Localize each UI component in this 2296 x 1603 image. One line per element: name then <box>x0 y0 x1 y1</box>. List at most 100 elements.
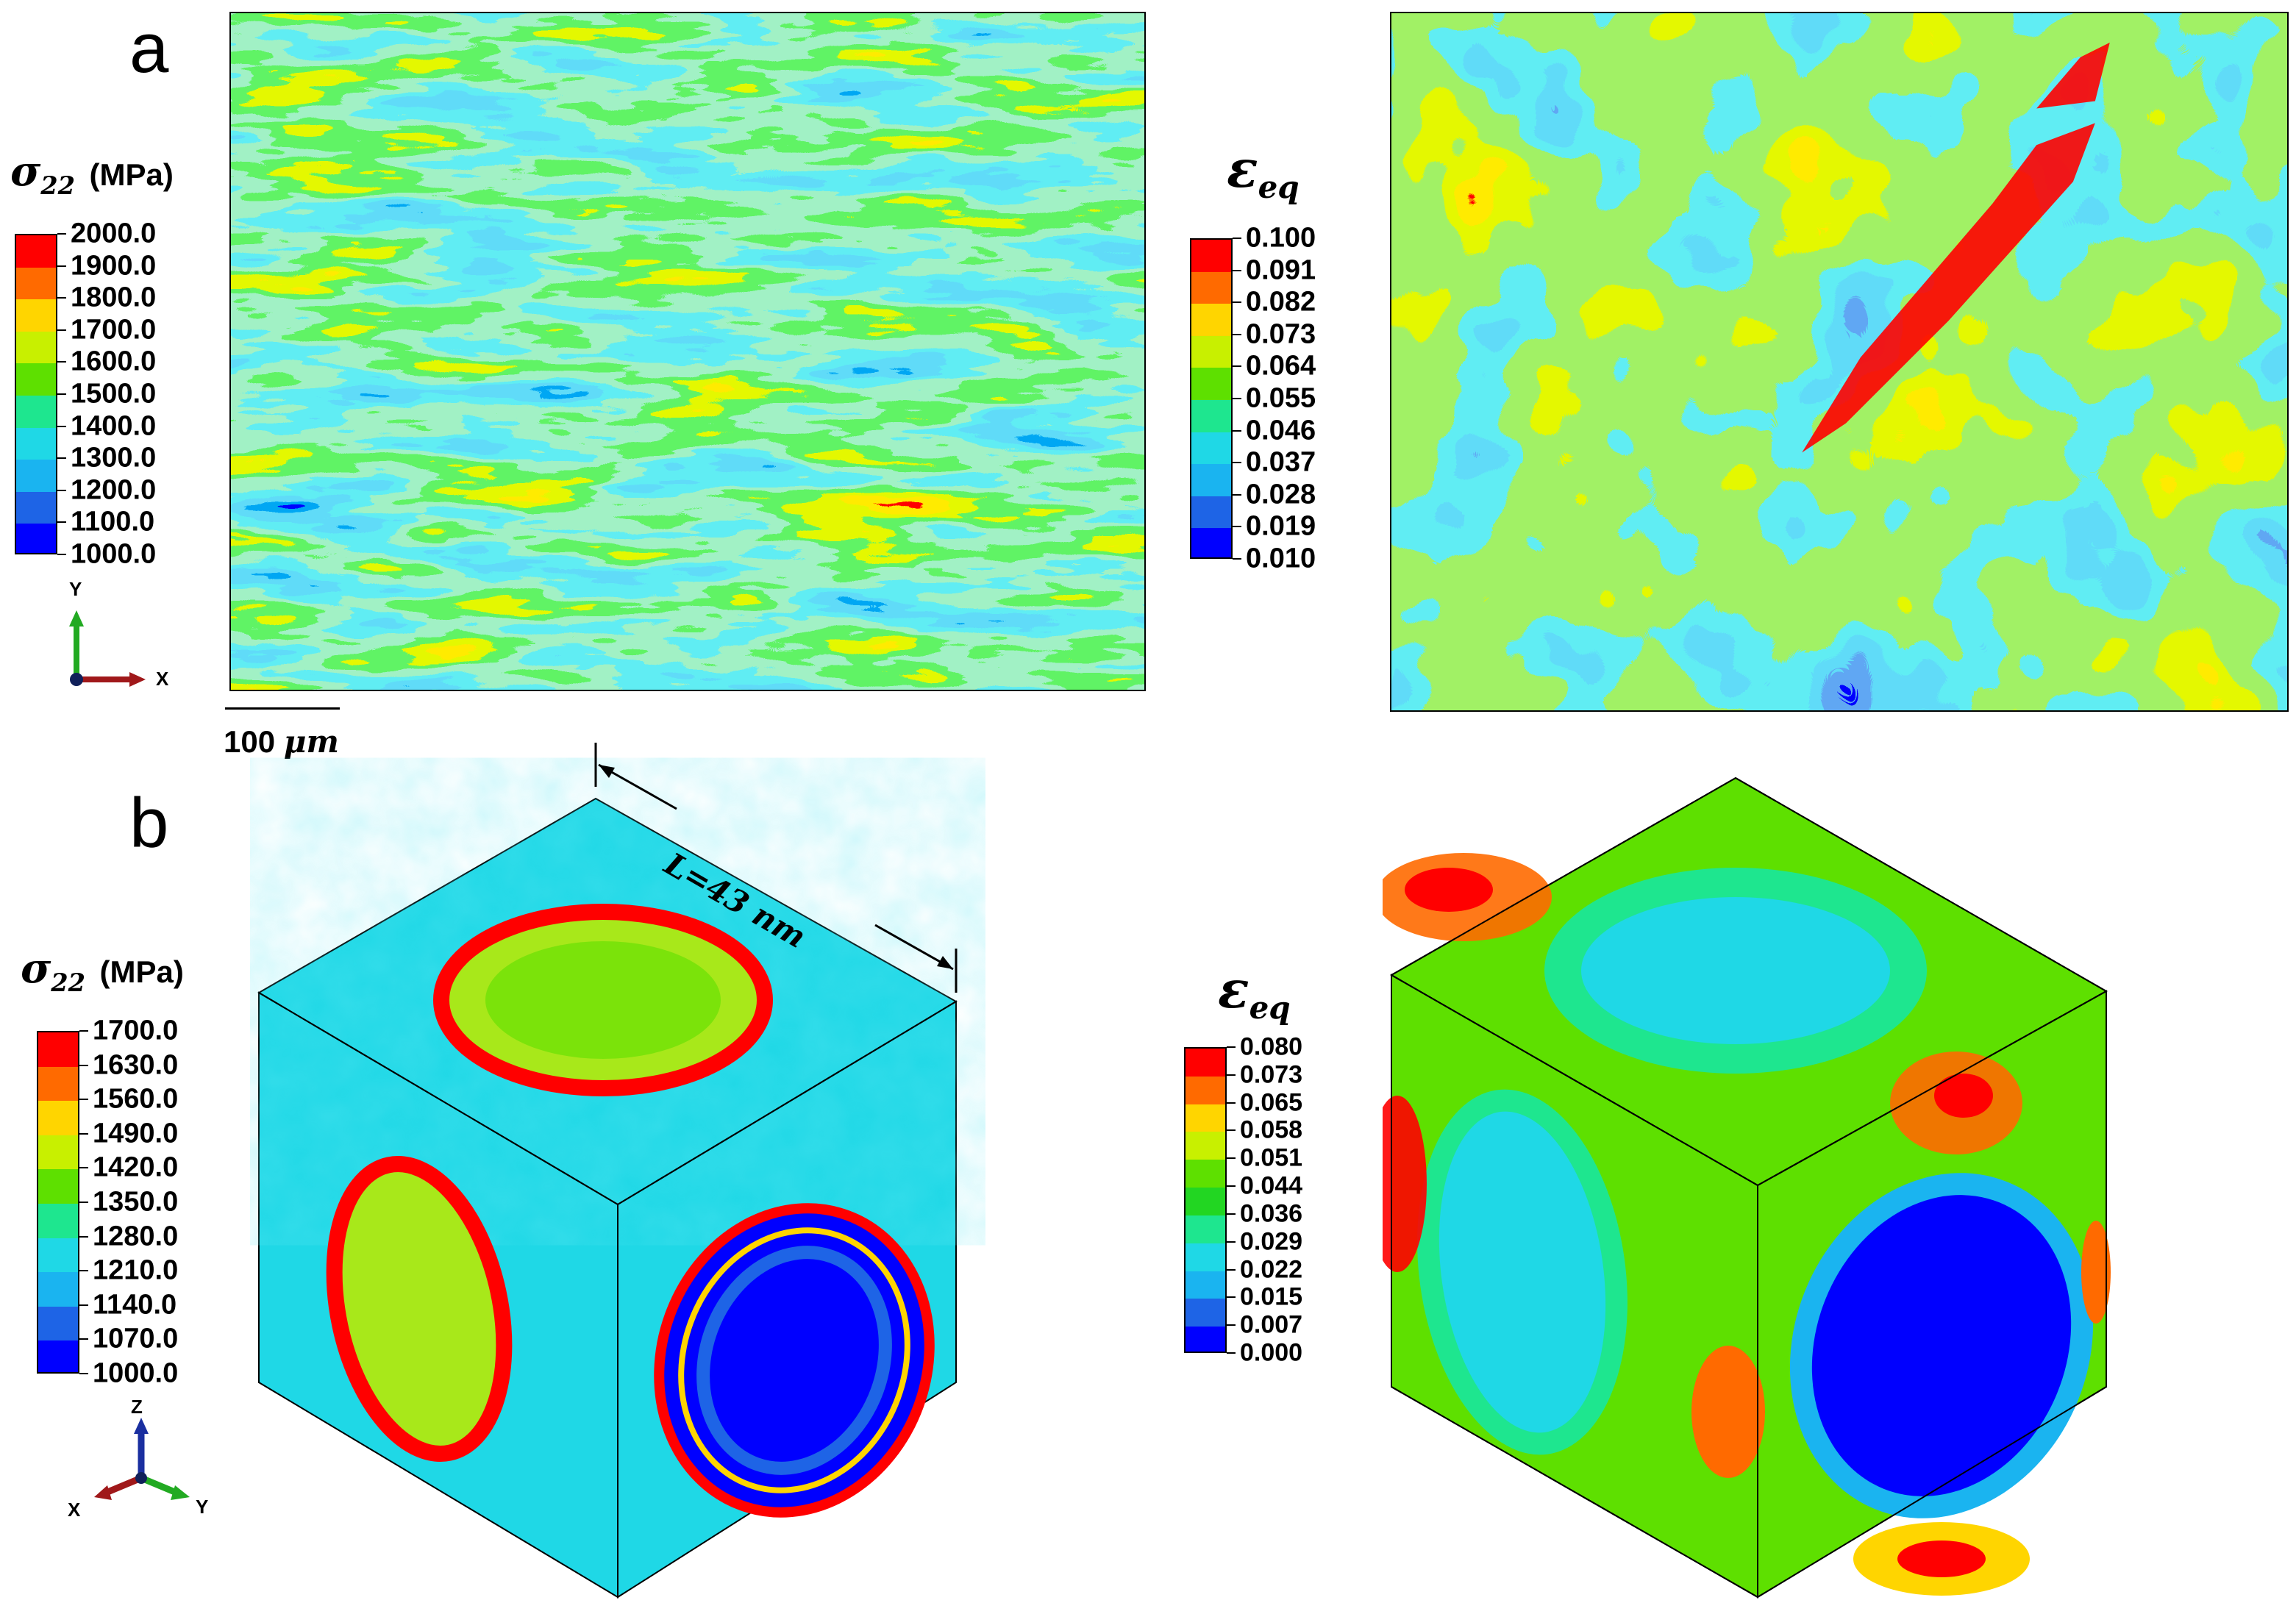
colorbar-band <box>1191 528 1231 557</box>
axis-triad-xyz <box>94 1418 190 1500</box>
colorbar-tick <box>79 1202 88 1203</box>
sigma-subscript: 22 <box>51 968 86 998</box>
colorbar-tick <box>57 265 66 267</box>
colorbar-tick <box>1227 1213 1236 1215</box>
colorbar-band <box>1186 1327 1225 1352</box>
colorbar-label: 0.100 <box>1246 222 1316 254</box>
colorbar-band <box>38 1101 78 1135</box>
colorbar-band <box>1186 1271 1225 1299</box>
colorbar-label: 0.064 <box>1246 350 1316 382</box>
strain-cube-3d <box>1383 776 2111 1599</box>
colorbar-label: 1300.0 <box>71 442 157 474</box>
sigma-subscript: 22 <box>40 171 76 201</box>
colorbar-label: 0.037 <box>1246 446 1316 478</box>
colorbar-tick <box>1233 429 1241 432</box>
triad-z-label: Z <box>131 1396 143 1418</box>
triad-x-label: X <box>156 668 169 690</box>
colorbar-tick <box>1227 1046 1236 1048</box>
colorbar-tick <box>1233 301 1241 304</box>
colorbar-tick <box>57 457 66 460</box>
colorbar-label: 1200.0 <box>71 474 157 506</box>
colorbar-tick <box>1227 1102 1236 1104</box>
colorbar-label: 1100.0 <box>71 506 155 538</box>
colorbar-swatches <box>1184 1047 1227 1353</box>
strain-legend-title-b: εeq <box>1218 959 1291 1026</box>
colorbar-band <box>16 524 56 553</box>
colorbar-tick <box>57 554 66 555</box>
epsilon-subscript: eq <box>1249 990 1291 1026</box>
colorbar-label: 0.058 <box>1240 1115 1303 1144</box>
colorbar-tick <box>1233 333 1241 335</box>
colorbar-band <box>1186 1215 1225 1243</box>
colorbar-band <box>1186 1132 1225 1160</box>
panel-b-label: b <box>129 784 169 863</box>
sigma-symbol: σ <box>21 944 51 993</box>
sigma-symbol: σ <box>10 147 41 196</box>
colorbar-swatches <box>37 1031 79 1374</box>
stress-unit: (MPa) <box>89 157 174 192</box>
colorbar-tick <box>1227 1296 1236 1299</box>
colorbar-band <box>1191 271 1231 304</box>
colorbar-label: 0.091 <box>1246 254 1316 286</box>
colorbar-tick <box>79 1099 88 1101</box>
colorbar-label: 1560.0 <box>93 1083 179 1115</box>
colorbar-label: 0.029 <box>1240 1227 1303 1256</box>
colorbar-label: 1210.0 <box>93 1254 179 1286</box>
colorbar-label: 0.080 <box>1240 1032 1303 1061</box>
colorbar-band <box>38 1203 78 1238</box>
colorbar-band <box>38 1340 78 1372</box>
epsilon-symbol: ε <box>1227 138 1258 199</box>
strain-legend-title-a: εeq <box>1227 138 1299 205</box>
colorbar-tick <box>57 233 66 235</box>
colorbar-tick <box>79 1338 88 1340</box>
colorbar-tick <box>1227 1324 1236 1327</box>
colorbar-band <box>38 1135 78 1170</box>
axis-triad-xy <box>69 610 146 687</box>
colorbar-tick <box>57 425 66 427</box>
colorbar-tick <box>1233 526 1241 528</box>
colorbar-label: 1000.0 <box>71 538 157 570</box>
colorbar-swatches <box>1190 238 1233 559</box>
colorbar-band <box>38 1169 78 1204</box>
colorbar-label: 1700.0 <box>93 1015 179 1046</box>
colorbar-tick <box>1233 365 1241 368</box>
colorbar-band <box>1186 1188 1225 1215</box>
colorbar-tick <box>1233 238 1241 239</box>
colorbar-label: 0.073 <box>1246 318 1316 350</box>
colorbar-band <box>1191 399 1231 432</box>
colorbar-label: 1900.0 <box>71 250 157 282</box>
colorbar-tick <box>1233 558 1241 560</box>
scale-bar-unit: μm <box>283 724 339 760</box>
colorbar-tick <box>1227 1129 1236 1132</box>
colorbar-band <box>16 299 56 332</box>
colorbar-band <box>1191 432 1231 465</box>
colorbar-tick <box>1227 1157 1236 1160</box>
colorbar-tick <box>1227 1240 1236 1243</box>
stress-colorbar-a: 2000.0 1900.0 1800.0 1700.0 1600.0 1500.0 1400… <box>15 218 156 570</box>
colorbar-band <box>16 235 56 268</box>
colorbar-band <box>1191 304 1231 336</box>
colorbar-band <box>16 363 56 396</box>
colorbar-label: 1070.0 <box>93 1323 179 1354</box>
colorbar-label: 1500.0 <box>71 378 157 410</box>
colorbar-tick <box>1227 1352 1236 1354</box>
colorbar-label: 0.065 <box>1240 1088 1303 1117</box>
colorbar-band <box>1186 1243 1225 1271</box>
colorbar-tick <box>1227 1268 1236 1271</box>
colorbar-tick <box>1233 493 1241 496</box>
colorbar-tick <box>79 1132 88 1135</box>
colorbar-label: 1800.0 <box>71 282 157 313</box>
stress-legend-title-b: σ22 (MPa) <box>21 944 184 997</box>
colorbar-label: 1600.0 <box>71 346 157 377</box>
colorbar-tick <box>79 1030 88 1032</box>
colorbar-tick <box>79 1373 88 1374</box>
colorbar-band <box>38 1272 78 1307</box>
colorbar-label: 1280.0 <box>93 1221 179 1252</box>
colorbar-swatches <box>15 234 57 554</box>
colorbar-band <box>1191 240 1231 272</box>
epsilon-symbol: ε <box>1218 959 1249 1020</box>
colorbar-band <box>1186 1076 1225 1104</box>
colorbar-tick <box>79 1167 88 1169</box>
colorbar-tick <box>79 1235 88 1238</box>
colorbar-label: 0.046 <box>1246 415 1316 446</box>
